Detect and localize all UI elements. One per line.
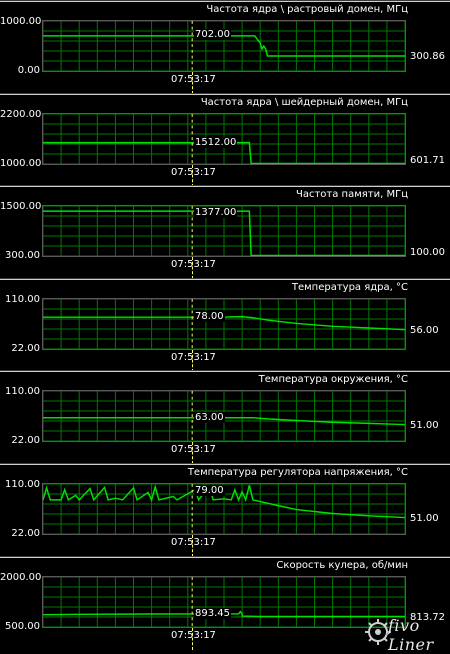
sensor-panel: Скорость кулера, об/мин 2000.00 500.00 893.… bbox=[0, 556, 450, 650]
y-axis-min-label: 22.00 bbox=[11, 435, 40, 446]
time-cursor-extension bbox=[192, 350, 193, 372]
sensor-panel: Температура ядра, °C 110.00 22.00 78.00 56.0… bbox=[0, 278, 450, 372]
sensor-title: Частота ядра \ растровый домен, МГц bbox=[206, 4, 408, 15]
graph-canvas bbox=[43, 391, 405, 441]
cursor-time-label: 07:53:17 bbox=[171, 444, 216, 455]
sensor-title: Температура регулятора напряжения, °C bbox=[187, 467, 408, 478]
watermark-logo: fivo Liner bbox=[364, 606, 450, 654]
sensor-panel: Температура окружения, °C 110.00 22.00 63.0… bbox=[0, 370, 450, 464]
graph-grid bbox=[43, 577, 405, 627]
cursor-value-label: 1377.00 bbox=[194, 207, 238, 218]
sensor-panel: Частота ядра \ растровый домен, МГц 1000.… bbox=[0, 0, 450, 94]
cursor-value-label: 893.45 bbox=[194, 608, 231, 620]
cursor-time-label: 07:53:17 bbox=[171, 167, 216, 178]
sensor-graph[interactable] bbox=[42, 390, 406, 442]
graph-canvas bbox=[43, 21, 405, 71]
graph-grid bbox=[43, 299, 405, 349]
y-axis-max-label: 110.00 bbox=[5, 386, 40, 397]
y-axis-max-label: 110.00 bbox=[5, 294, 40, 305]
sensor-series-line bbox=[43, 141, 405, 164]
graph-canvas bbox=[43, 114, 405, 164]
y-axis-max-label: 110.00 bbox=[5, 479, 40, 490]
time-cursor-extension bbox=[192, 257, 193, 279]
current-value-label: 51.00 bbox=[410, 419, 439, 431]
sensor-panel: Частота ядра \ шейдерный домен, МГц 2200.… bbox=[0, 93, 450, 187]
current-value-label: 300.86 bbox=[410, 51, 445, 63]
time-cursor-extension bbox=[192, 442, 193, 464]
sensor-title: Частота памяти, МГц bbox=[296, 189, 408, 200]
sensor-series-line bbox=[43, 417, 405, 426]
sensor-graph[interactable] bbox=[42, 576, 406, 628]
y-axis-max-label: 2000.00 bbox=[0, 572, 42, 583]
graph-canvas bbox=[43, 206, 405, 256]
current-value-label: 100.00 bbox=[410, 247, 445, 258]
cursor-time-label: 07:53:17 bbox=[171, 352, 216, 363]
current-value-label: 601.71 bbox=[410, 155, 445, 166]
time-cursor-extension bbox=[192, 72, 193, 94]
cursor-time-label: 07:53:17 bbox=[171, 74, 216, 85]
sensor-title: Частота ядра \ шейдерный домен, МГц bbox=[200, 97, 408, 108]
y-axis-min-label: 22.00 bbox=[11, 528, 40, 539]
cursor-value-label: 702.00 bbox=[194, 29, 231, 41]
cursor-time-label: 07:53:17 bbox=[171, 259, 216, 270]
gear-logo-icon bbox=[365, 619, 391, 645]
sensor-title: Температура окружения, °C bbox=[258, 374, 408, 385]
cursor-value-label: 63.00 bbox=[194, 411, 225, 423]
graph-grid bbox=[43, 206, 405, 256]
sensor-graph[interactable] bbox=[42, 298, 406, 350]
graph-grid bbox=[43, 391, 405, 441]
sensor-series-line bbox=[43, 210, 405, 256]
sensor-title: Скорость кулера, об/мин bbox=[276, 560, 408, 571]
current-value-label: 51.00 bbox=[410, 512, 439, 524]
sensor-series-line bbox=[43, 610, 405, 618]
y-axis-min-label: 500.00 bbox=[5, 621, 40, 632]
current-value-label: 56.00 bbox=[410, 324, 439, 336]
y-axis-min-label: 0.00 bbox=[17, 65, 40, 76]
graph-grid bbox=[43, 114, 405, 164]
cursor-time-label: 07:53:17 bbox=[171, 630, 216, 641]
y-axis-max-label: 2200.00 bbox=[0, 109, 42, 120]
cursor-value-label: 79.00 bbox=[194, 485, 225, 496]
cursor-value-label: 78.00 bbox=[194, 310, 225, 322]
graph-canvas bbox=[43, 577, 405, 627]
graph-canvas bbox=[43, 299, 405, 349]
sensor-series-line bbox=[43, 35, 405, 57]
sensor-graph[interactable] bbox=[42, 20, 406, 72]
cursor-time-label: 07:53:17 bbox=[171, 537, 216, 548]
y-axis-max-label: 1000.00 bbox=[0, 16, 42, 27]
time-cursor-extension bbox=[192, 628, 193, 650]
graph-canvas bbox=[43, 484, 405, 534]
graph-grid bbox=[43, 21, 405, 71]
cursor-value-label: 1512.00 bbox=[194, 136, 238, 148]
current-value-label: 813.72 bbox=[410, 612, 445, 624]
y-axis-min-label: 300.00 bbox=[5, 250, 40, 261]
watermark-text: fivo Liner bbox=[388, 616, 434, 654]
time-cursor-extension bbox=[192, 535, 193, 557]
y-axis-min-label: 1000.00 bbox=[0, 158, 42, 169]
sensor-title: Температура ядра, °C bbox=[291, 282, 408, 293]
y-axis-max-label: 1500.00 bbox=[0, 201, 42, 212]
time-cursor-extension bbox=[192, 165, 193, 187]
y-axis-min-label: 22.00 bbox=[11, 343, 40, 354]
sensor-series-line bbox=[43, 484, 405, 519]
sensor-panel: Температура регулятора напряжения, °C 110… bbox=[0, 463, 450, 557]
sensor-panel: Частота памяти, МГц 1500.00 300.00 1377.00 1… bbox=[0, 185, 450, 279]
